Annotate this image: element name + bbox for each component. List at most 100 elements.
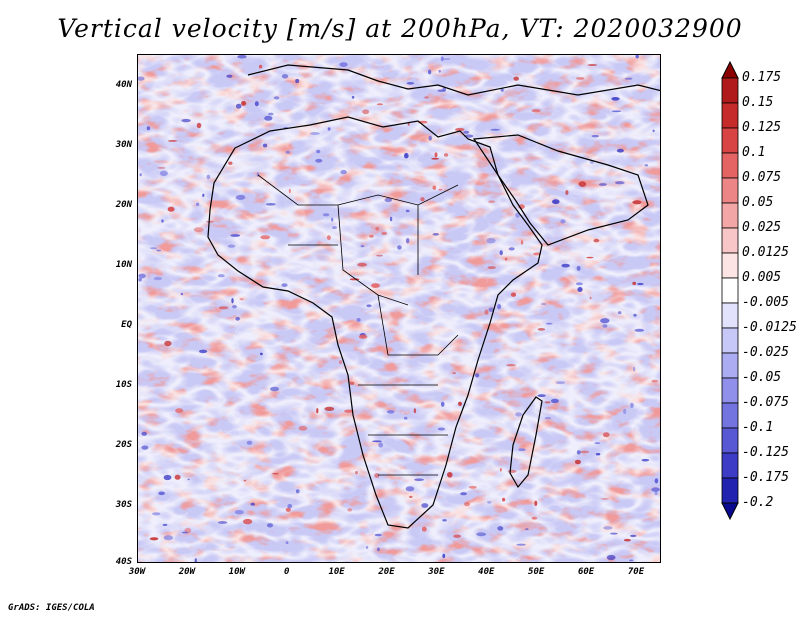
downdraft-cell xyxy=(187,478,190,481)
downdraft-cell xyxy=(624,77,633,80)
downdraft-cell xyxy=(432,233,439,236)
downdraft-cell xyxy=(602,324,608,328)
downdraft-cell xyxy=(561,263,570,268)
updraft-cell xyxy=(443,153,449,157)
downdraft-cell xyxy=(310,132,320,135)
updraft-cell xyxy=(369,234,374,238)
updraft-cell xyxy=(431,157,439,160)
updraft-cell xyxy=(298,425,308,431)
updraft-cell xyxy=(421,526,427,532)
colorbar-segment-14 xyxy=(721,402,739,429)
lon-label-0: 0 xyxy=(283,567,290,577)
downdraft-cell xyxy=(595,453,601,456)
downdraft-cell xyxy=(254,101,259,107)
downdraft-cell xyxy=(269,386,280,392)
downdraft-cell xyxy=(654,478,659,484)
lat-label-eq: EQ xyxy=(121,320,132,330)
lon-label-40e: 40E xyxy=(478,567,495,577)
downdraft-cell xyxy=(235,316,240,321)
colorbar-label-1: 0.15 xyxy=(742,95,774,110)
updraft-cell xyxy=(565,190,569,195)
colorbar-segment-17 xyxy=(721,477,739,504)
colorbar-label-11: -0.025 xyxy=(742,345,789,360)
downdraft-cell xyxy=(227,244,236,248)
updraft-cell xyxy=(513,76,519,81)
downdraft-cell xyxy=(260,352,263,356)
updraft-cell xyxy=(458,401,462,406)
updraft-cell xyxy=(206,220,214,223)
downdraft-cell xyxy=(515,212,520,218)
updraft-cell xyxy=(409,495,413,498)
lat-label-30n: 30N xyxy=(115,140,132,150)
map-title: Vertical velocity [m/s] at 200hPa, VT: 2… xyxy=(57,14,743,43)
coastlines xyxy=(207,64,660,529)
colorbar-label-9: -0.005 xyxy=(742,295,789,310)
updraft-cell xyxy=(242,518,253,525)
downdraft-cell xyxy=(615,181,625,185)
updraft-cell xyxy=(218,306,229,310)
downdraft-cell xyxy=(287,504,293,509)
downdraft-cell xyxy=(331,217,334,222)
downdraft-cell xyxy=(405,209,410,213)
updraft-cell xyxy=(288,188,291,194)
downdraft-cell xyxy=(273,96,280,100)
colorbar-segment-10 xyxy=(721,302,739,329)
updraft-cell xyxy=(455,127,465,132)
updraft-cell xyxy=(338,360,343,365)
colorbar-bottom-arrow xyxy=(721,502,739,521)
colorbar-label-7: 0.0125 xyxy=(742,245,789,260)
downdraft-cell xyxy=(576,265,581,271)
downdraft-cell xyxy=(180,292,184,296)
map-panel[interactable] xyxy=(137,54,661,563)
downdraft-cell xyxy=(327,127,331,131)
downdraft-cell xyxy=(629,559,634,562)
country-borders xyxy=(257,174,459,476)
downdraft-cell xyxy=(206,174,211,180)
downdraft-cell xyxy=(235,194,246,200)
downdraft-cell xyxy=(577,287,583,292)
colorbar-label-17: -0.2 xyxy=(742,495,774,510)
lon-label-20e: 20E xyxy=(378,567,395,577)
downdraft-cell xyxy=(606,554,616,561)
colorbar-segment-7 xyxy=(721,227,739,254)
updraft-cell xyxy=(510,292,517,297)
downdraft-cell xyxy=(516,543,526,546)
colorbar-segment-6 xyxy=(721,202,739,229)
downdraft-cell xyxy=(285,150,291,154)
downdraft-cell xyxy=(156,249,162,252)
downdraft-cell xyxy=(332,226,337,230)
colorbar-segment-9 xyxy=(721,277,739,304)
updraft-cell xyxy=(174,474,181,480)
downdraft-cell xyxy=(525,528,529,531)
updraft-cell xyxy=(586,256,594,259)
downdraft-cell xyxy=(488,307,495,312)
downdraft-cell xyxy=(600,318,610,324)
downdraft-cell xyxy=(487,500,492,504)
downdraft-cell xyxy=(486,238,496,244)
lon-label-50e: 50E xyxy=(528,567,545,577)
updraft-cell xyxy=(632,281,637,286)
updraft-cell xyxy=(149,537,159,541)
downdraft-cell xyxy=(161,219,164,223)
colorbar-label-13: -0.075 xyxy=(742,395,789,410)
downdraft-cell xyxy=(230,234,241,237)
downdraft-cell xyxy=(237,55,247,59)
downdraft-cell xyxy=(555,381,566,385)
downdraft-cell xyxy=(386,410,395,414)
downdraft-cell xyxy=(421,503,429,508)
downdraft-cell xyxy=(281,283,288,287)
downdraft-cell xyxy=(603,526,613,530)
downdraft-cell xyxy=(340,169,347,175)
downdraft-cell xyxy=(537,394,546,397)
lat-label-10s: 10S xyxy=(115,380,132,390)
downdraft-cell xyxy=(315,158,323,163)
colorbar-segment-15 xyxy=(721,427,739,454)
downdraft-cell xyxy=(634,328,645,332)
downdraft-cell xyxy=(152,512,161,516)
updraft-cell xyxy=(375,226,380,231)
lon-label-20w: 20W xyxy=(178,567,196,577)
colorbar-segment-13 xyxy=(721,377,739,404)
downdraft-cell xyxy=(235,103,242,109)
colorbar-label-5: 0.05 xyxy=(742,195,774,210)
updraft-cell xyxy=(344,409,354,413)
